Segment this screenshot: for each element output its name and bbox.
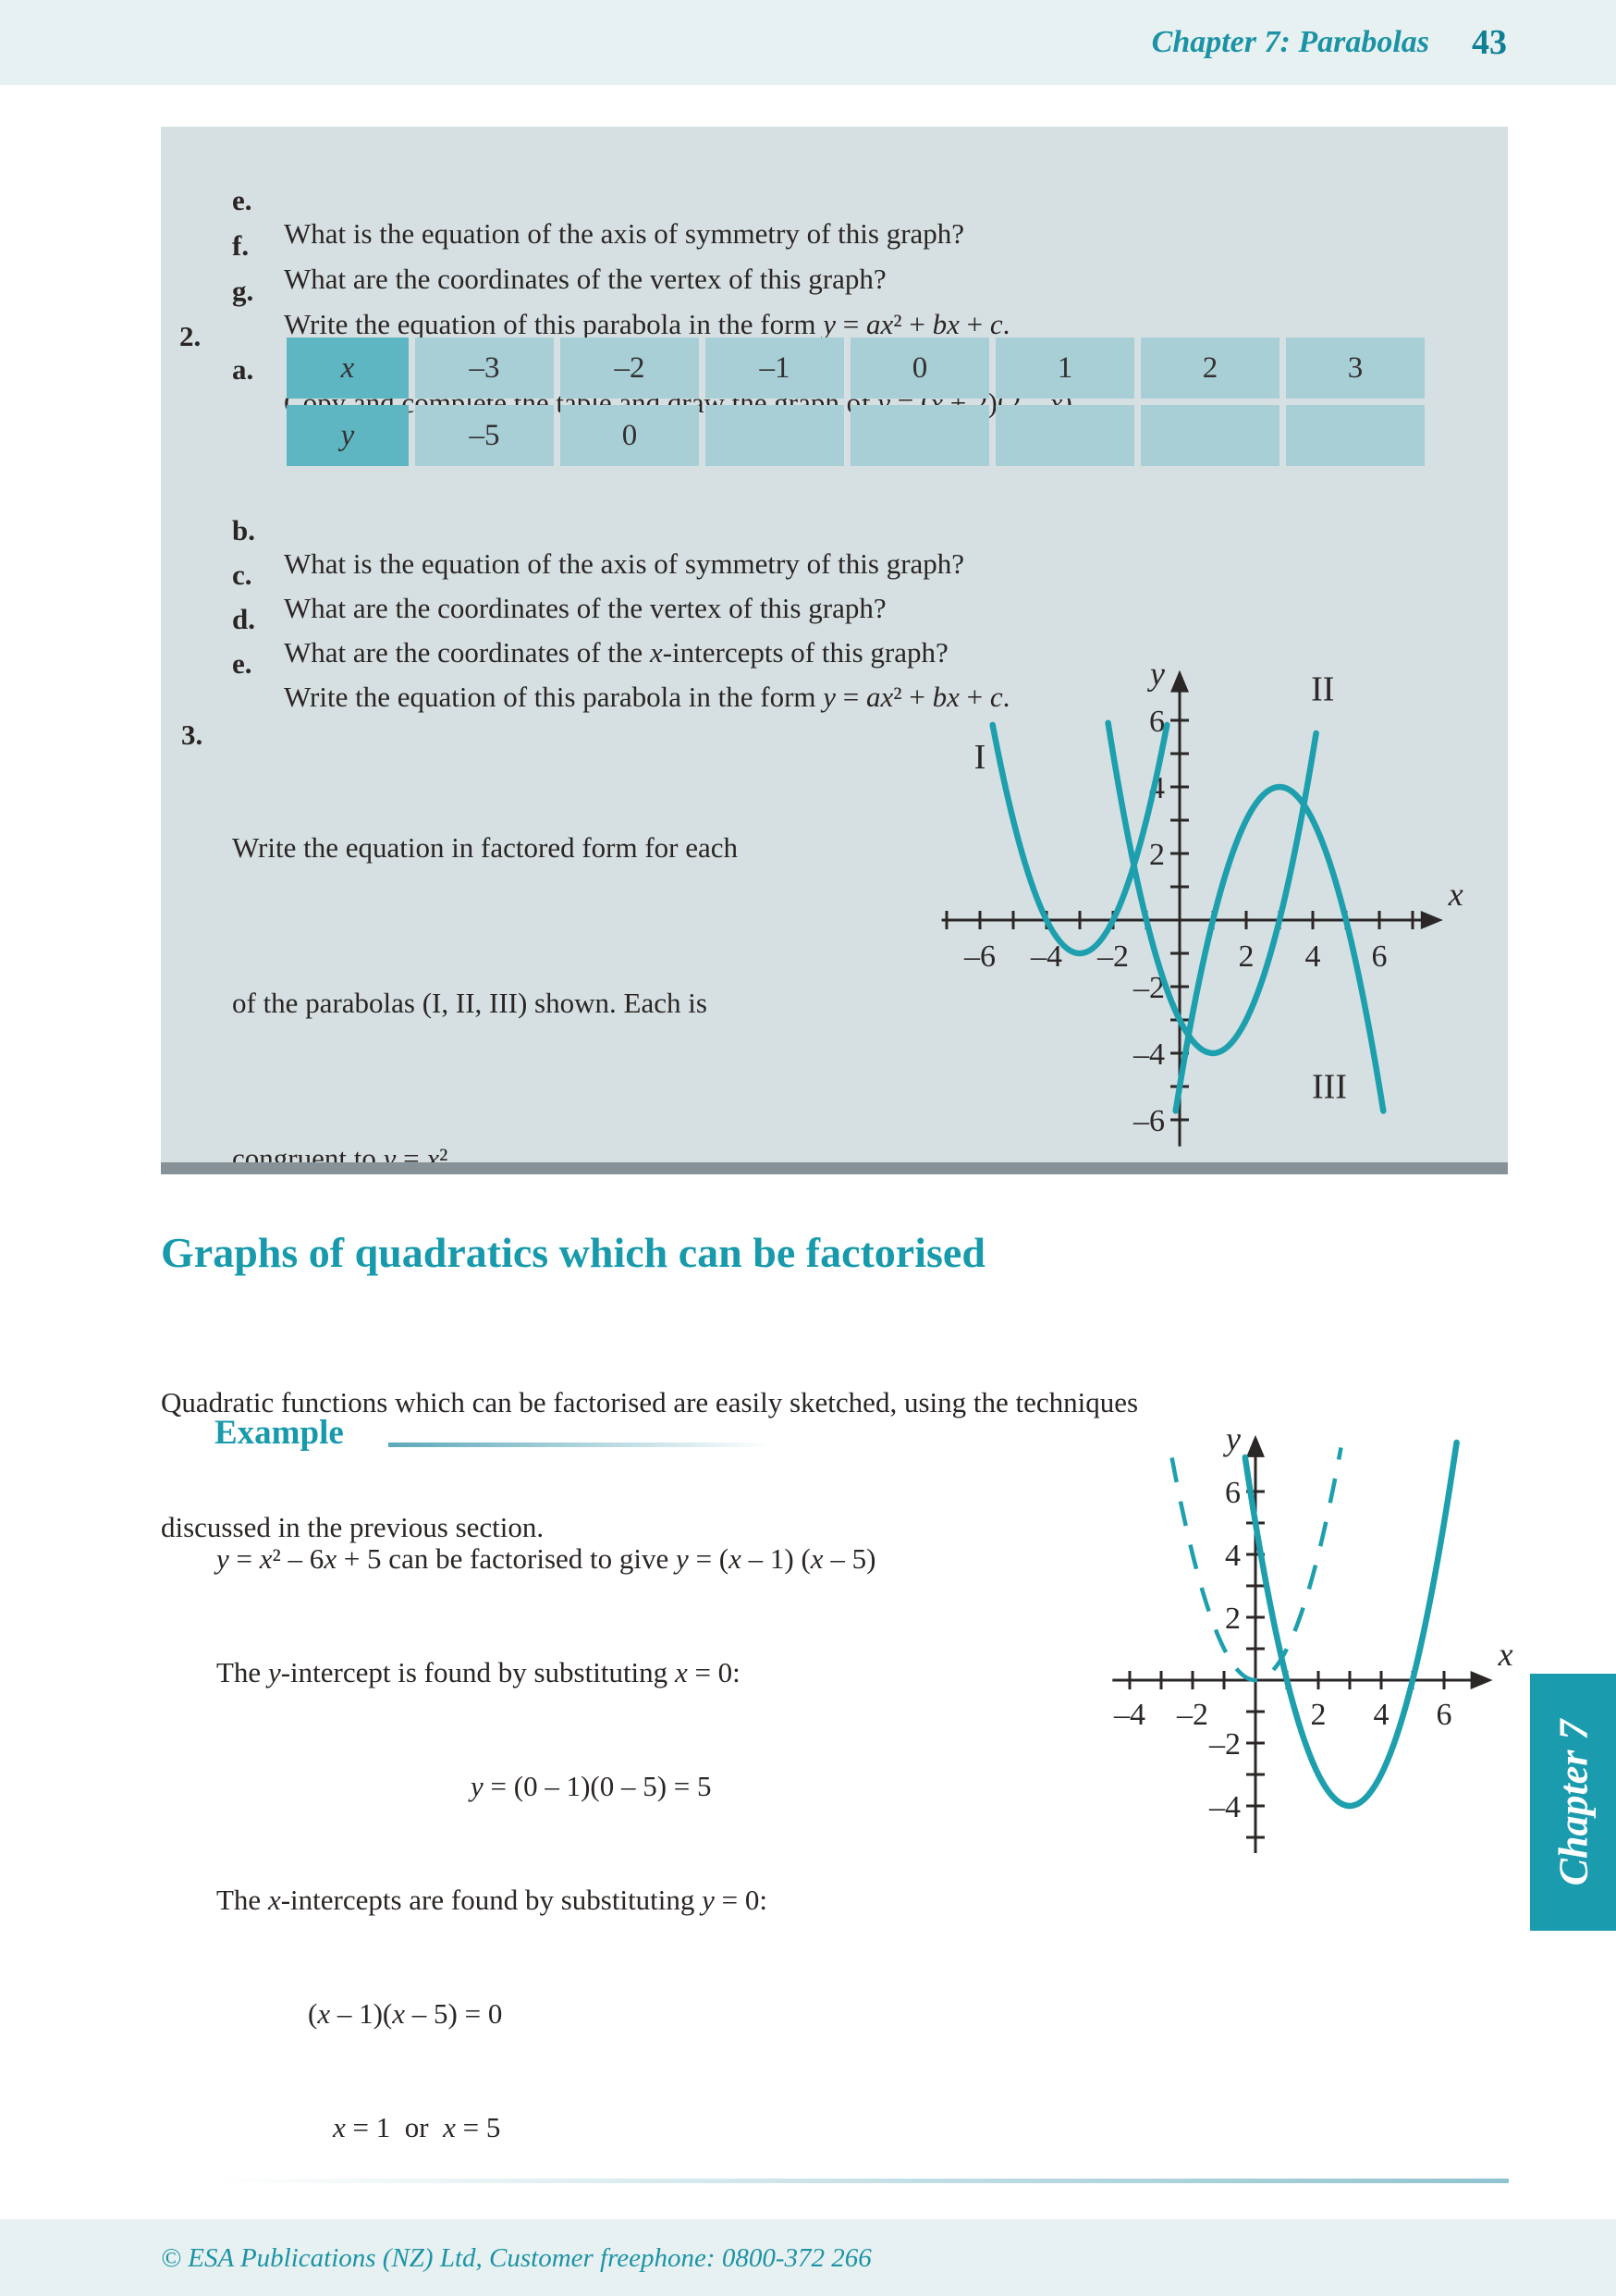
table-row-y: y –5 0 (287, 405, 1425, 466)
question-label: a. (232, 353, 254, 386)
table-cell: 3 (1286, 338, 1425, 399)
question-2d: d. What are the coordinates of the x-int… (161, 570, 1508, 703)
question-1e: e. What is the equation of the axis of s… (161, 151, 1508, 284)
question-2e: e. Write the equation of this parabola i… (161, 614, 1508, 747)
exercise-box-shadow (161, 1162, 1508, 1174)
question-number: 3. (181, 718, 203, 751)
section-intro-line: Quadratic functions which can be factori… (161, 1386, 1139, 1418)
question-label: c. (232, 559, 252, 591)
question-text: What are the coordinates of the x-interc… (284, 636, 949, 669)
example-line: x = 1 or x = 5 (333, 2111, 501, 2143)
table-cell: –3 (415, 338, 554, 399)
example-rule (388, 1443, 772, 1447)
question-label: b. (232, 514, 255, 546)
table-header-y: y (287, 405, 409, 466)
table-row-x: x –3 –2 –1 0 1 2 3 (287, 338, 1425, 399)
question-label: d. (232, 603, 255, 635)
chapter-header-title: Chapter 7: Parabolas (1151, 25, 1429, 59)
svg-text:x: x (1498, 1636, 1513, 1673)
values-table: x –3 –2 –1 0 1 2 3 y –5 0 (287, 338, 1425, 466)
table-cell (1141, 405, 1279, 466)
svg-text:y: y (1147, 659, 1165, 693)
section-intro: Quadratic functions which can be factori… (161, 1298, 1483, 1631)
svg-text:2: 2 (1311, 1698, 1327, 1732)
table-cell: 0 (851, 338, 989, 399)
chapter-side-tab: Chapter 7 (1530, 1674, 1616, 1931)
svg-text:6: 6 (1437, 1698, 1452, 1732)
question-label: f. (232, 229, 250, 262)
svg-text:I: I (974, 738, 986, 777)
section-intro-line: discussed in the previous section. (161, 1511, 545, 1543)
svg-text:–2: –2 (1096, 939, 1129, 974)
question-2b: b. What is the equation of the axis of s… (161, 481, 1508, 614)
svg-text:6: 6 (1372, 939, 1388, 974)
table-cell: 1 (996, 338, 1134, 399)
page-number: 43 (1472, 23, 1507, 62)
svg-text:–6: –6 (1132, 1104, 1165, 1138)
page-footer-band: © ESA Publications (NZ) Ltd, Customer fr… (0, 2219, 1616, 2296)
example-line: The x-intercepts are found by substituti… (216, 1884, 768, 1916)
footer-copyright: © ESA Publications (NZ) Ltd, Customer fr… (161, 2243, 872, 2273)
chapter-side-tab-label: Chapter 7 (1550, 1719, 1597, 1885)
exercise-box: e. What is the equation of the axis of s… (161, 127, 1508, 1174)
example-parabola-graph: x y –4 –2 2 4 6 –4 –2 2 4 6 (1112, 1429, 1513, 1853)
svg-text:III: III (1312, 1068, 1347, 1107)
example-bottom-rule (214, 2179, 1509, 2183)
section-heading: Graphs of quadratics which can be factor… (161, 1229, 986, 1276)
example-line: (x – 1)(x – 5) = 0 (308, 1997, 503, 2030)
question-text: Write the equation of this parabola in t… (284, 308, 1010, 340)
svg-text:–2: –2 (1176, 1698, 1208, 1732)
table-cell (996, 405, 1134, 466)
question-text: What is the equation of the axis of symm… (284, 547, 965, 580)
example-line: y = x² – 6x + 5 can be factorised to giv… (216, 1542, 876, 1575)
example-line: y = (0 – 1)(0 – 5) = 5 (471, 1770, 712, 1802)
svg-text:–4: –4 (1132, 1037, 1165, 1072)
svg-text:–2: –2 (1208, 1727, 1241, 1762)
table-cell: 0 (560, 405, 699, 466)
question-label: e. (232, 647, 252, 680)
svg-text:6: 6 (1149, 705, 1165, 739)
question-label: e. (232, 184, 252, 216)
question-text: What are the coordinates of the vertex o… (284, 592, 887, 624)
table-cell (851, 405, 989, 466)
svg-text:–4: –4 (1113, 1698, 1145, 1732)
question-1f: f. What are the coordinates of the verte… (161, 196, 1508, 329)
svg-text:–6: –6 (963, 939, 996, 974)
svg-text:II: II (1311, 669, 1334, 708)
example-heading: Example (214, 1414, 344, 1452)
svg-text:2: 2 (1225, 1602, 1241, 1636)
table-cell (1286, 405, 1425, 466)
svg-text:4: 4 (1374, 1698, 1390, 1732)
svg-text:2: 2 (1149, 838, 1165, 872)
question-text: congruent to y = x². (232, 1142, 456, 1174)
table-cell: 2 (1141, 338, 1279, 399)
table-cell: –2 (560, 338, 699, 399)
question-1g: g. Write the equation of this parabola i… (161, 241, 1508, 374)
question-3: Write the equation in factored form for … (232, 718, 750, 1288)
page-header-band: Chapter 7: Parabolas 43 (0, 0, 1616, 85)
table-header-x: x (287, 338, 409, 399)
question-2c: c. What are the coordinates of the verte… (161, 525, 1508, 658)
svg-text:–4: –4 (1030, 939, 1062, 974)
svg-text:6: 6 (1225, 1476, 1241, 1510)
table-cell: –5 (415, 405, 554, 466)
question-number: 2. (179, 320, 202, 352)
svg-text:4: 4 (1305, 939, 1321, 974)
question-text: Write the equation in factored form for … (232, 831, 739, 864)
question-text: What are the coordinates of the vertex o… (284, 263, 887, 295)
svg-text:2: 2 (1239, 939, 1255, 974)
example-line: The y-intercept is found by substituting… (216, 1656, 741, 1688)
question-text: Write the equation of this parabola in t… (284, 681, 1010, 713)
table-cell (705, 405, 844, 466)
svg-text:x: x (1448, 876, 1463, 913)
table-cell: –1 (705, 338, 844, 399)
question-text: of the parabolas (I, II, III) shown. Eac… (232, 987, 707, 1019)
svg-text:–4: –4 (1208, 1790, 1241, 1824)
svg-text:y: y (1223, 1429, 1241, 1457)
question-label: g. (232, 275, 254, 307)
svg-text:4: 4 (1225, 1539, 1241, 1573)
question-text: What is the equation of the axis of symm… (284, 217, 965, 250)
